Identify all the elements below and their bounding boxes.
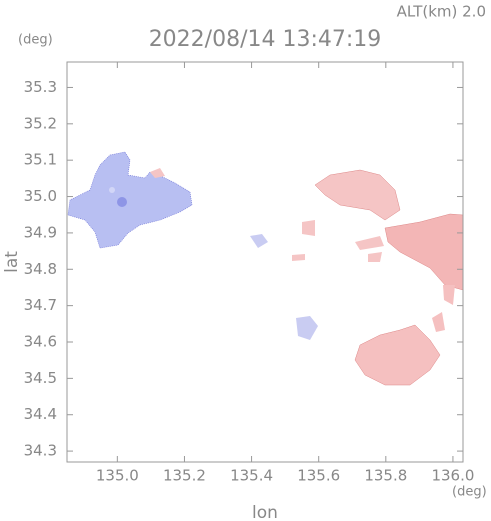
y-tick-label: 34.5 xyxy=(24,369,57,387)
y-axis-label: lat xyxy=(2,251,22,273)
y-tick-label: 34.6 xyxy=(24,333,57,351)
x-tick-label: 136.0 xyxy=(431,467,474,485)
y-tick-label: 34.4 xyxy=(24,405,57,423)
y-tick-label: 35.1 xyxy=(24,151,57,169)
y-tick-label: 34.9 xyxy=(24,223,57,241)
echo xyxy=(67,151,464,386)
plot-frame xyxy=(66,61,464,463)
chart-title: 2022/08/14 13:47:19 xyxy=(149,27,382,52)
x-unit: (deg) xyxy=(452,485,487,500)
y-tick-label: 35.3 xyxy=(24,78,57,96)
altitude-label: ALT(km) 2.0 xyxy=(397,3,486,21)
y-tick-label: 34.7 xyxy=(24,296,57,314)
y-unit: (deg) xyxy=(18,33,53,48)
x-tick-label: 135.2 xyxy=(163,467,206,485)
y-tick-label: 35.0 xyxy=(24,187,57,205)
y-tick-label: 34.3 xyxy=(24,442,57,460)
x-axis-label: lon xyxy=(252,503,278,521)
y-tick-label: 35.2 xyxy=(24,114,57,132)
x-tick-label: 135.4 xyxy=(230,467,273,485)
y-tick-label: 34.8 xyxy=(24,260,57,278)
x-tick-label: 135.6 xyxy=(297,467,340,485)
x-tick-label: 135.0 xyxy=(96,467,139,485)
x-tick-label: 135.8 xyxy=(364,467,407,485)
